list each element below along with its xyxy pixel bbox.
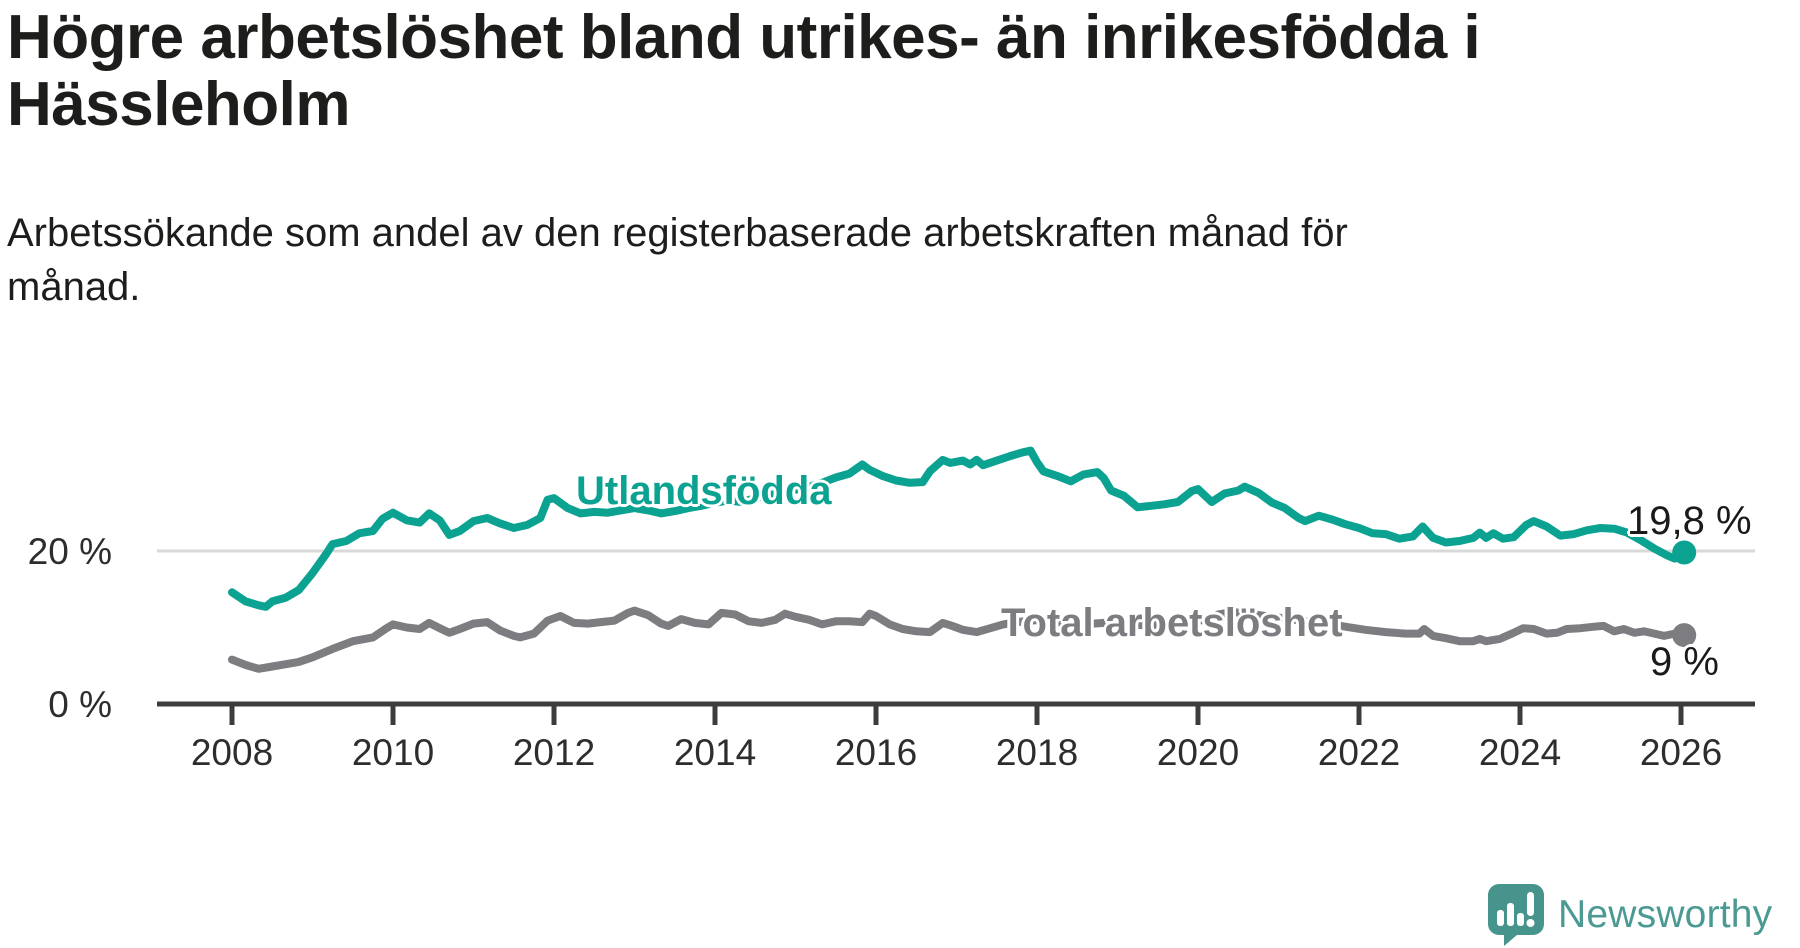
end-dot-0 [1672, 540, 1697, 565]
x-tick-label-2022: 2022 [1318, 732, 1400, 773]
page-title-line-1: Högre arbetslöshet bland utrikes- än inr… [7, 3, 1481, 72]
page-subtitle-line-2: månad. [7, 265, 141, 309]
x-tick-label-2012: 2012 [513, 732, 595, 773]
page-subtitle-line-1: Arbetssökande som andel av den registerb… [7, 211, 1348, 255]
series-label-total-arbetsloshet: Total arbetslöshet [1001, 601, 1343, 645]
end-value-label-utlandsfodda: 19,8 % [1627, 499, 1752, 543]
x-tick-label-2018: 2018 [996, 732, 1078, 773]
page-title: Högre arbetslöshet bland utrikes- än inr… [7, 3, 1481, 139]
end-dot-1 [1672, 623, 1697, 648]
y-tick-label-0: 0 % [48, 684, 112, 725]
page-title-line-2: Hässleholm [7, 70, 351, 139]
page-subtitle: Arbetssökande som andel av den registerb… [7, 206, 1348, 314]
series-line-1 [228, 606, 1689, 673]
y-tick-label-20: 20 % [28, 531, 112, 572]
newsworthy-wordmark: Newsworthy [1558, 893, 1773, 936]
x-tick-label-2016: 2016 [835, 732, 917, 773]
newsworthy-logo: Newsworthy [1487, 883, 1772, 947]
x-tick-label-2008: 2008 [191, 732, 273, 773]
x-tick-label-2026: 2026 [1640, 732, 1722, 773]
series-label-utlandsfodda: Utlandsfödda [576, 469, 832, 513]
end-value-label-total: 9 % [1650, 640, 1719, 684]
x-tick-label-2024: 2024 [1479, 732, 1561, 773]
series-line-0 [228, 446, 1689, 611]
x-tick-label-2020: 2020 [1157, 732, 1239, 773]
newsworthy-logo-icon [1488, 884, 1544, 946]
x-tick-label-2014: 2014 [674, 732, 756, 773]
x-tick-label-2010: 2010 [352, 732, 434, 773]
